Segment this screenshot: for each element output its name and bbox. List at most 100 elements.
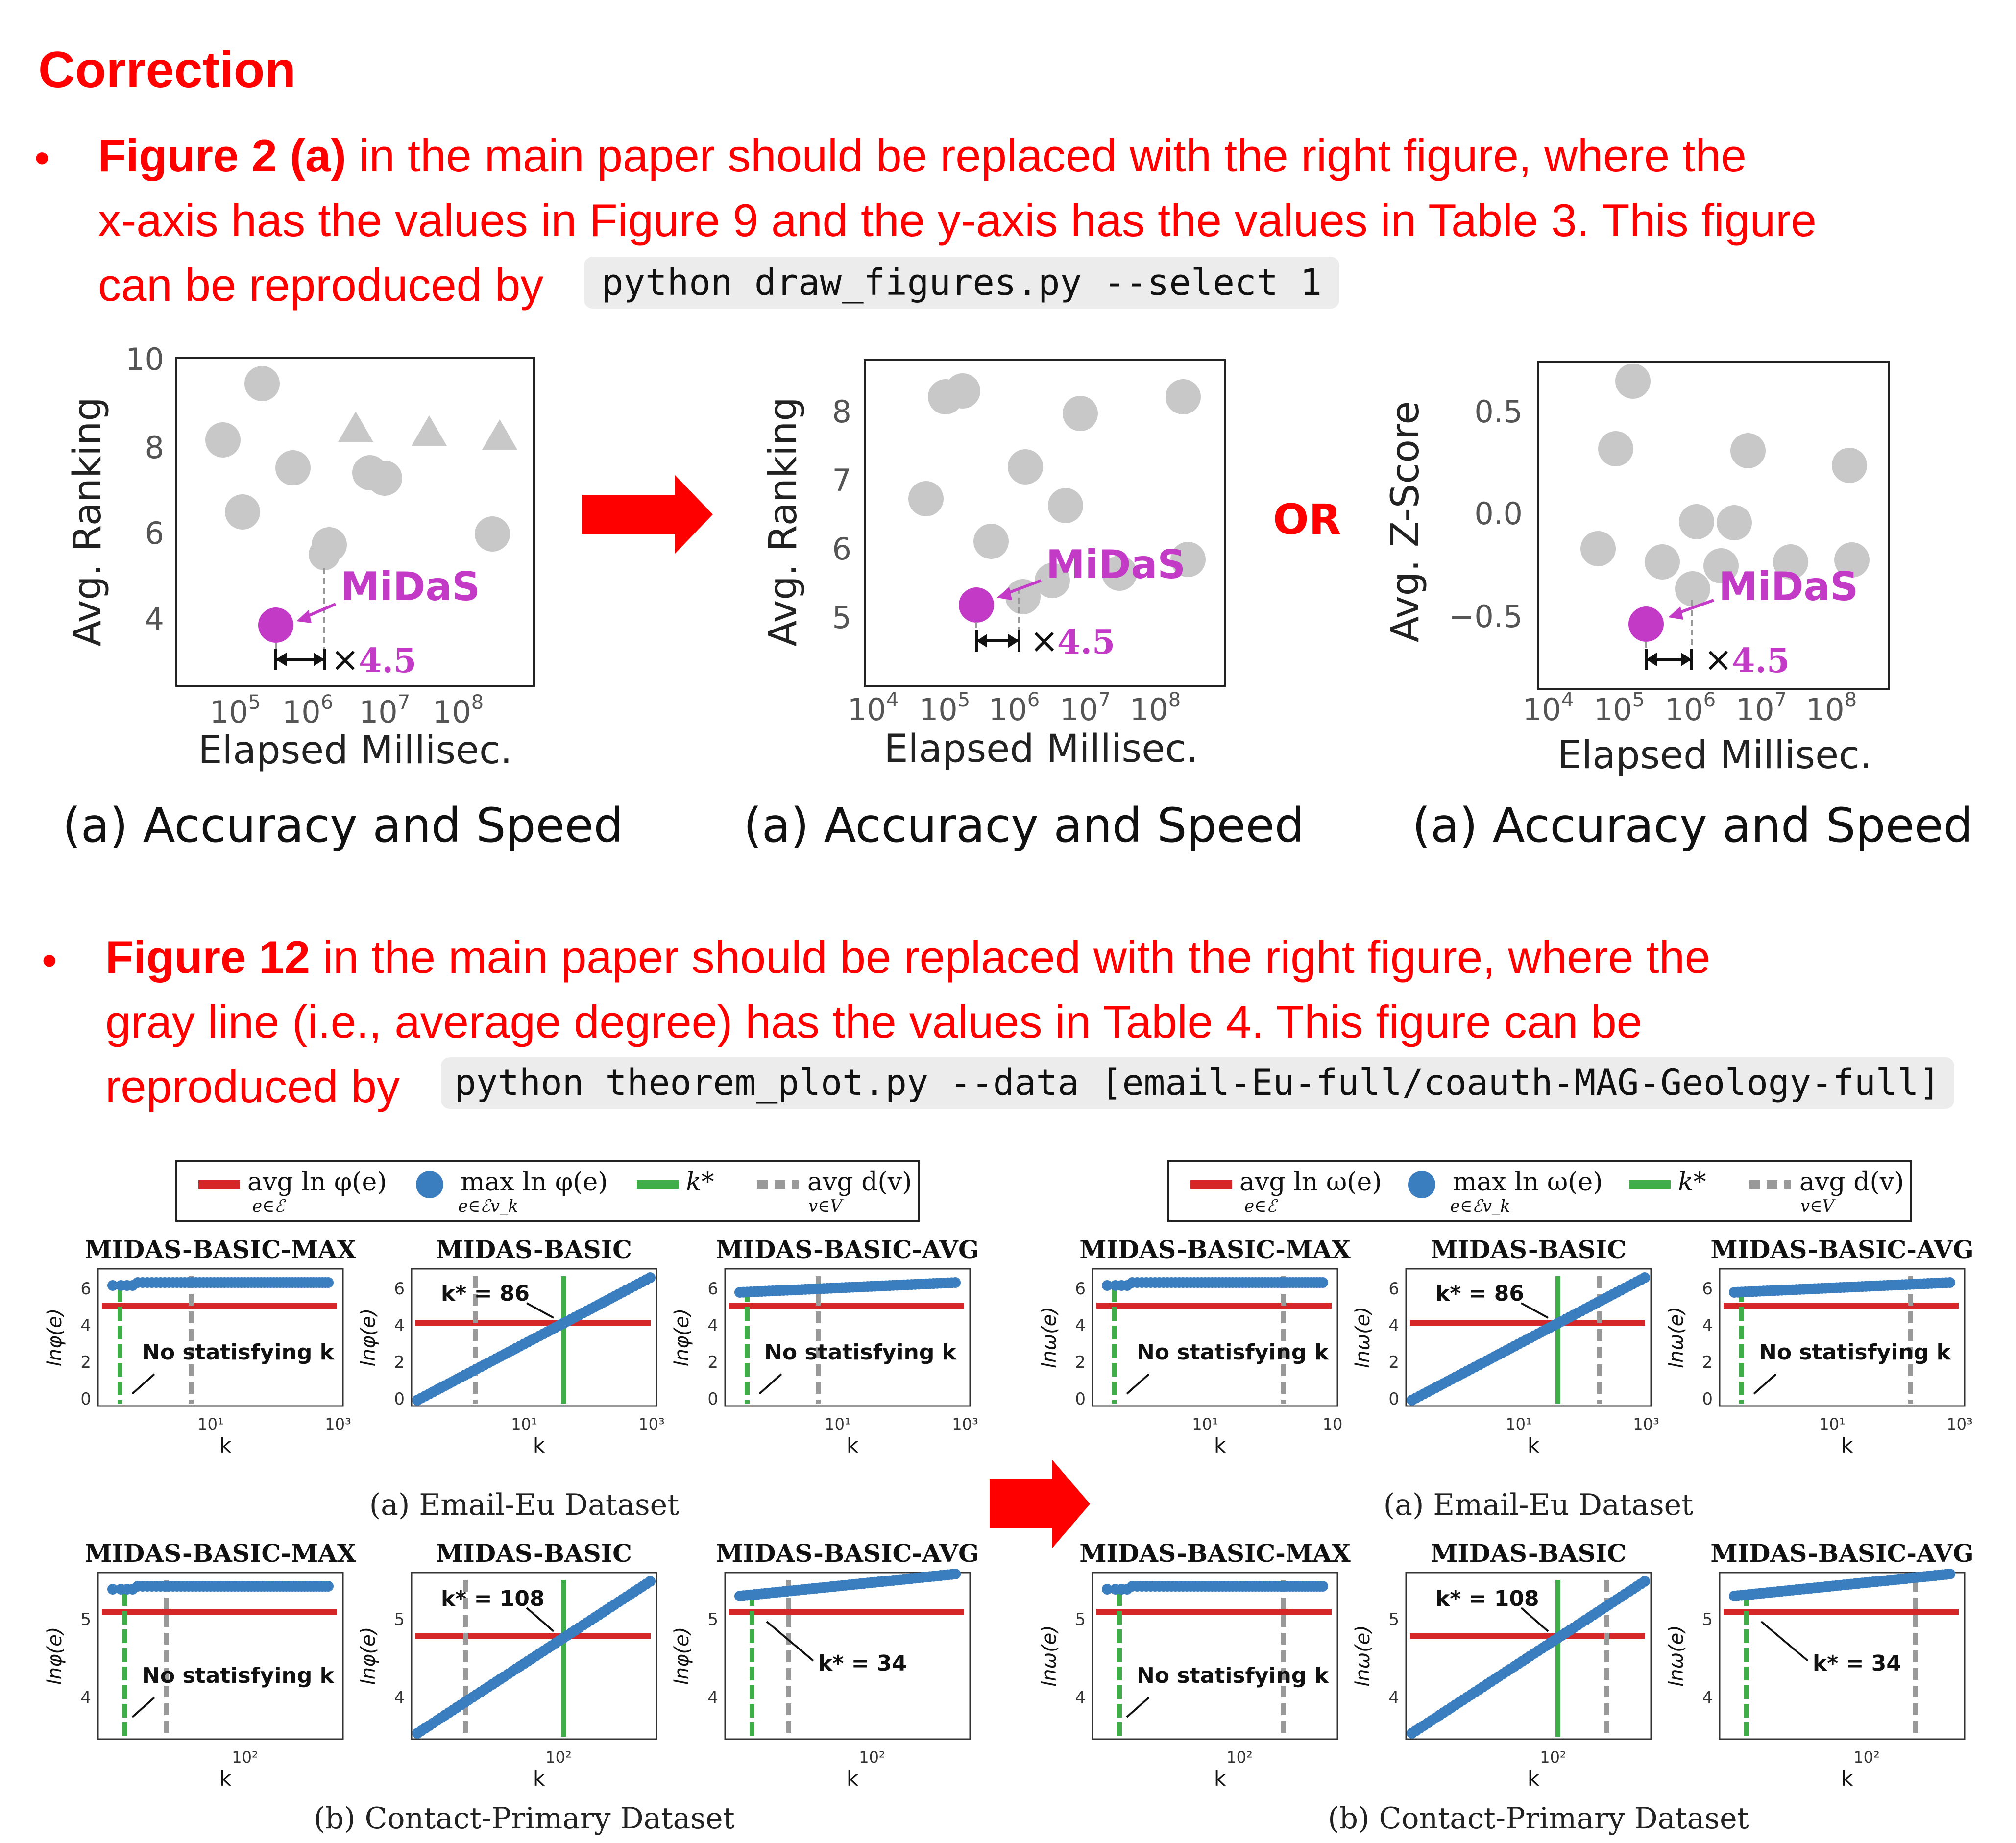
svg-text:105: 105 xyxy=(919,689,970,728)
xtick: 10¹ xyxy=(197,1415,224,1433)
svg-text:avg ln φ(e): avg ln φ(e) xyxy=(247,1167,387,1197)
caption-a-left: (a) Email-Eu Dataset xyxy=(369,1488,679,1522)
bullet1-text: Figure 2 (a) in the main paper should be… xyxy=(98,123,1817,317)
panel-title: MIDAS-BASIC-AVG xyxy=(1710,1235,1973,1264)
xlabel: k xyxy=(847,1433,859,1457)
svg-text:×: × xyxy=(1704,639,1733,679)
bullet2-code: python theorem_plot.py --data [email-Eu-… xyxy=(441,1057,1954,1109)
times-sign: × xyxy=(331,639,360,679)
no-k-annotation: No statisfying k xyxy=(142,1340,335,1365)
ytick: 2 xyxy=(1388,1353,1399,1372)
ylabel: lnω(e) xyxy=(1352,1625,1374,1687)
panel-title: MIDAS-BASIC-MAX xyxy=(1079,1235,1351,1264)
xlabel: Elapsed Millisec. xyxy=(198,728,512,773)
data-point xyxy=(645,1272,656,1283)
ytick: 8 xyxy=(145,430,164,465)
ytick: 5 xyxy=(80,1610,91,1629)
svg-text:106: 106 xyxy=(282,691,333,730)
ytick: 0 xyxy=(1075,1389,1086,1409)
svg-text:MiDaS: MiDaS xyxy=(1719,564,1858,609)
ylabel: lnφ(e) xyxy=(357,1309,380,1367)
panel-title: MIDAS-BASIC-MAX xyxy=(1079,1539,1351,1568)
caption: (a) Accuracy and Speed xyxy=(62,798,623,853)
svg-text:108: 108 xyxy=(1130,689,1181,728)
svg-text:k*: k* xyxy=(686,1167,714,1197)
svg-text:104: 104 xyxy=(848,689,899,728)
svg-text:e∈ℰv_k: e∈ℰv_k xyxy=(1450,1196,1510,1216)
data-point xyxy=(1317,1277,1328,1288)
bullet1-code: python draw_figures.py --select 1 xyxy=(584,257,1340,309)
ytick: 4 xyxy=(1702,1316,1713,1335)
data-point xyxy=(323,1581,334,1592)
ytick: 0 xyxy=(1702,1389,1713,1409)
panel-title: MIDAS-BASIC-MAX xyxy=(85,1235,356,1264)
ytick: 4 xyxy=(1388,1688,1399,1708)
svg-text:(a) Accuracy and Speed: (a) Accuracy and Speed xyxy=(1412,798,1973,853)
data-point xyxy=(1639,1272,1650,1283)
legend-right: avg ln ω(e) e∈ℰ max ln ω(e) e∈ℰv_k k* av… xyxy=(1167,1160,1912,1222)
svg-text:4.5: 4.5 xyxy=(1732,641,1790,680)
panel-title: MIDAS-BASIC-MAX xyxy=(85,1539,356,1568)
svg-text:5: 5 xyxy=(832,600,851,635)
bullet-marker: • xyxy=(42,936,57,985)
xtick: 10² xyxy=(1226,1748,1253,1767)
svg-text:107: 107 xyxy=(1736,689,1787,728)
ylabel: lnφ(e) xyxy=(671,1309,693,1367)
svg-text:106: 106 xyxy=(1665,689,1716,728)
plot-panel: MIDAS-BASIC lnφ(e) 6 4 2 0 10¹ 10³ k k* = 86 xyxy=(357,1235,665,1457)
ytick: 4 xyxy=(707,1316,718,1335)
yticks: 10 8 6 4 xyxy=(125,341,164,637)
xticks: 105 106 107 108 xyxy=(210,691,484,730)
ytick: 4 xyxy=(1388,1316,1399,1335)
svg-text:MiDaS: MiDaS xyxy=(1046,542,1186,587)
xtick: 10² xyxy=(232,1748,258,1767)
ytick: 4 xyxy=(394,1688,405,1708)
ytick: 5 xyxy=(1388,1610,1399,1629)
bullet1-line1: in the main paper should be replaced wit… xyxy=(346,130,1747,181)
no-k-annotation: No statisfying k xyxy=(1137,1340,1330,1365)
ylabel: Avg. Ranking xyxy=(761,397,805,647)
ytick: 6 xyxy=(707,1279,718,1299)
xtick: 10² xyxy=(1853,1748,1880,1767)
xlabel: k xyxy=(219,1767,232,1791)
bullet1-line2: x-axis has the values in Figure 9 and th… xyxy=(98,194,1817,246)
bullet2-bold: Figure 12 xyxy=(105,931,310,983)
panel-title: MIDAS-BASIC xyxy=(1431,1235,1627,1264)
fig2-panel-2: Avg. Ranking 8 7 6 5 MiDaS × 4.5 104 105… xyxy=(743,359,1305,853)
axes-frame xyxy=(175,357,535,687)
caption-b-left: (b) Contact-Primary Dataset xyxy=(314,1801,735,1836)
plot-panel: MIDAS-BASIC-AVG lnφ(e) 6 4 2 0 10¹ 10³ k No stati… xyxy=(671,1235,979,1457)
xtick: 10¹ xyxy=(1506,1415,1532,1433)
bullet2-line2: gray line (i.e., average degree) has the… xyxy=(105,996,1642,1047)
data-point xyxy=(1102,1584,1113,1595)
fig12-panels: MIDAS-BASIC-MAX lnφ(e) 6 4 2 0 10¹ 10³ k No stati… xyxy=(44,1235,1974,1791)
xlabel: k xyxy=(533,1767,545,1791)
xtick: 10¹ xyxy=(1192,1415,1218,1433)
svg-text:v∈V: v∈V xyxy=(808,1196,844,1216)
svg-text:Avg. Z-Score: Avg. Z-Score xyxy=(1384,401,1428,643)
svg-text:107: 107 xyxy=(1060,689,1111,728)
legend-left: avg ln φ(e) e∈ℰ max ln φ(e) e∈ℰv_k k* av… xyxy=(175,1160,920,1222)
xlabel: k xyxy=(1528,1767,1540,1791)
ytick: 4 xyxy=(80,1316,91,1335)
ytick: 6 xyxy=(394,1279,405,1299)
plot-panel: MIDAS-BASIC-MAX lnφ(e) 6 4 2 0 10¹ 10³ k No stati… xyxy=(44,1235,356,1457)
baseline-markers xyxy=(205,366,517,570)
or-label: OR xyxy=(1273,495,1341,544)
svg-text:(a) Accuracy and Speed: (a) Accuracy and Speed xyxy=(743,798,1304,853)
bullet1-bold: Figure 2 (a) xyxy=(98,130,346,181)
ylabel: lnω(e) xyxy=(1665,1307,1688,1368)
data-point xyxy=(1944,1277,1955,1288)
kstar-annotation: k* = 86 xyxy=(441,1281,530,1306)
figure12: avg ln φ(e) e∈ℰ max ln φ(e) e∈ℰv_k k* av… xyxy=(44,1160,1974,1836)
plot-panel: MIDAS-BASIC lnω(e) 6 4 2 0 10¹ 10³ k k* = 86 xyxy=(1352,1235,1659,1457)
red-arrow-icon xyxy=(990,1460,1090,1548)
axes-frame xyxy=(1719,1268,1966,1407)
ytick: 4 xyxy=(145,601,164,637)
kstar-annotation: k* = 86 xyxy=(1435,1281,1524,1306)
ytick: 2 xyxy=(1702,1353,1713,1372)
